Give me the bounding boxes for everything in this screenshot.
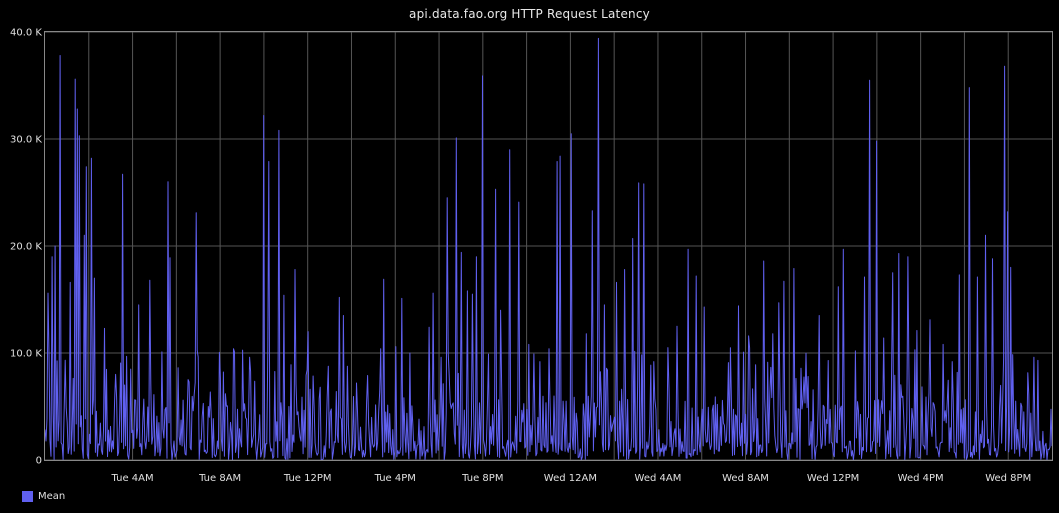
x-tick-label: Wed 8AM — [722, 473, 769, 484]
x-tick-label: Tue 8AM — [198, 473, 241, 484]
legend: Mean — [22, 491, 65, 502]
x-tick-label: Tue 4AM — [111, 473, 154, 484]
plot-frame — [44, 31, 1053, 461]
x-tick-label: Wed 4AM — [635, 473, 682, 484]
y-tick-label: 40.0 K — [10, 28, 42, 39]
chart-title: api.data.fao.org HTTP Request Latency — [409, 7, 650, 21]
series-line-mean — [44, 37, 1053, 461]
y-tick-label: 10.0 K — [10, 349, 42, 360]
x-tick-label: Tue 12PM — [283, 473, 332, 484]
legend-swatch-mean — [22, 491, 33, 502]
x-tick-label: Tue 8PM — [461, 473, 503, 484]
y-axis-ticks: 0 10.0 K 20.0 K 30.0 K 40.0 K — [10, 28, 42, 467]
x-tick-label: Wed 12AM — [544, 473, 597, 484]
series-mean — [44, 37, 1053, 461]
x-tick-label: Wed 4PM — [898, 473, 944, 484]
x-tick-label: Wed 8PM — [985, 473, 1031, 484]
y-tick-label: 0 — [36, 456, 42, 467]
x-axis-ticks: Tue 4AM Tue 8AM Tue 12PM Tue 4PM Tue 8PM Wed … — [111, 473, 1032, 484]
x-tick-label: Wed 12PM — [807, 473, 859, 484]
legend-label-mean: Mean — [38, 491, 66, 502]
x-tick-label: Tue 4PM — [374, 473, 416, 484]
y-tick-label: 30.0 K — [10, 135, 42, 146]
y-tick-label: 20.0 K — [10, 242, 42, 253]
